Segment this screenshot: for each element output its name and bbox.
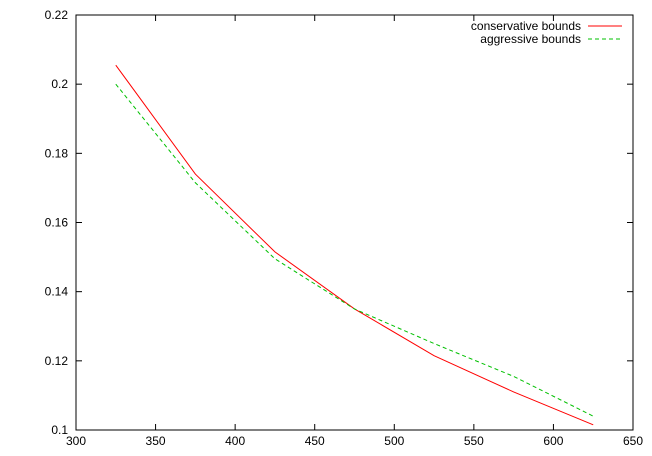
legend-label: conservative bounds	[471, 19, 581, 33]
y-tick-label: 0.1	[51, 423, 68, 437]
x-tick-label: 550	[464, 434, 484, 448]
x-tick-label: 600	[543, 434, 563, 448]
x-tick-label: 450	[305, 434, 325, 448]
x-tick-label: 650	[623, 434, 643, 448]
axes	[75, 14, 634, 431]
plot-frame	[75, 14, 634, 431]
ticks: 300 350 400 450 500 550 600 650 0.1 0.12 0.14 0.16 0…	[45, 8, 644, 448]
series-line-aggressive-bounds	[115, 83, 594, 417]
legend-label: aggressive bounds	[480, 32, 581, 46]
series-lines	[115, 64, 594, 426]
x-tick-label: 300	[66, 434, 86, 448]
y-tick-label: 0.18	[45, 146, 69, 160]
x-tick-label: 350	[146, 434, 166, 448]
series-line-conservative-bounds	[115, 64, 594, 426]
y-tick-label: 0.16	[45, 216, 69, 230]
y-tick-label: 0.2	[51, 77, 68, 91]
y-tick-label: 0.22	[45, 8, 69, 22]
y-tick-label: 0.14	[45, 285, 69, 299]
x-tick-label: 400	[225, 434, 245, 448]
x-tick-label: 500	[384, 434, 404, 448]
y-tick-label: 0.12	[45, 354, 69, 368]
